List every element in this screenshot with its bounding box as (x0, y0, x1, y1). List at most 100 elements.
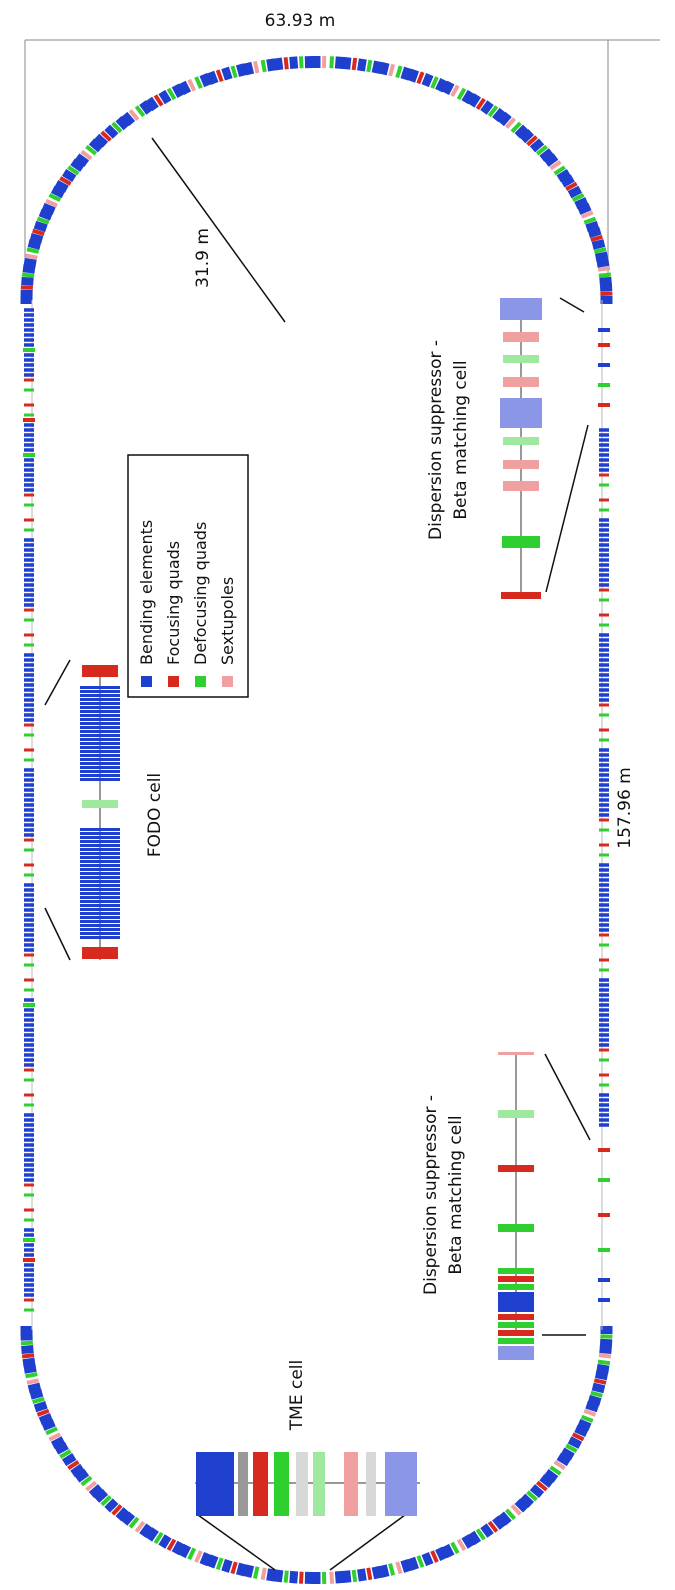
ring-right-straight-element (599, 473, 609, 477)
ring-right-straight-element (599, 623, 609, 627)
fodo-bending-element (80, 852, 120, 855)
ring-right-straight-element (599, 563, 609, 567)
ring-left-straight-element (24, 928, 34, 932)
ring-right-straight-element (599, 688, 609, 692)
ring-bottom-arc-element (85, 1480, 98, 1492)
ring-left-straight-element (24, 1208, 34, 1212)
ring-right-straight-element (599, 828, 609, 832)
ring-top-arc-element (104, 124, 119, 139)
ring-bottom-arc-element (435, 1546, 448, 1561)
ring-left-straight-element (24, 328, 34, 332)
ring-left-straight-element (24, 818, 34, 822)
ring-top-arc-element (492, 107, 506, 123)
ring-matching-element (598, 363, 610, 367)
ring-bottom-arc-element (273, 1569, 284, 1583)
ring-top-arc-element (70, 158, 85, 172)
ring-left-straight-element (24, 1078, 34, 1082)
ring-left-straight-element (24, 1158, 34, 1162)
ds-bottom-label-line1: Dispersion suppressor - (421, 1095, 441, 1295)
ring-left-straight-element (24, 933, 34, 937)
ring-bottom-arc-element (312, 1572, 321, 1584)
ring-left-straight-element (24, 573, 34, 577)
ring-right-straight-element (599, 1103, 609, 1107)
ring-right-straight-element (599, 933, 609, 937)
ring-matching-element (598, 1178, 610, 1182)
ds-top-label-line2: Beta matching cell (451, 360, 471, 519)
ring-left-straight-element (24, 1043, 34, 1047)
ring-left-straight-element (24, 1218, 34, 1222)
ring-left-straight-element (24, 903, 34, 907)
width-dimension: 63.93 m (24, 11, 660, 295)
ring-top-arc-element (591, 239, 606, 250)
ring-bottom-arc-element (580, 1414, 594, 1423)
ring-left-straight-element (24, 1028, 34, 1032)
ring-bottom-arc-element (342, 1570, 352, 1583)
legend-swatch-bending (141, 676, 152, 687)
ring-left-straight-element (24, 1048, 34, 1052)
ring-bottom-arc-element (171, 1540, 185, 1556)
ring-left-straight-element (24, 913, 34, 917)
ring-bottom-arc-element (289, 1570, 299, 1584)
ring-right-straight-element (599, 498, 609, 502)
ring-bottom-arc-element (298, 1571, 304, 1584)
ring-top-arc-element (266, 58, 276, 72)
ring-right-straight-element (599, 1028, 609, 1032)
ring-top-arc-element (599, 283, 613, 292)
ring-bottom-arc-element (597, 1359, 611, 1366)
fodo-cell-label: FODO cell (145, 773, 165, 857)
ring-bottom-arc-element (50, 1436, 66, 1449)
ring-right-straight-element (599, 868, 609, 872)
ring-bottom-arc-element (158, 1534, 172, 1549)
ring-right-straight-element (599, 468, 609, 472)
width-label: 63.93 m (265, 11, 336, 31)
fodo-bending-element (80, 726, 120, 729)
ring-bottom-arc-element (20, 1326, 33, 1334)
ring-matching-element (23, 348, 35, 352)
ring-top-arc-element (407, 68, 420, 83)
ring-right-straight-element (599, 1048, 609, 1052)
ring-top-arc-element (416, 71, 425, 85)
ring-top-arc-element (115, 115, 130, 131)
ring-top-arc-element (273, 57, 284, 71)
fodo-bending-element (80, 718, 120, 721)
ring-bottom-arc-element (48, 1432, 62, 1442)
ring-right-straight-element (599, 438, 609, 442)
ring-bottom-arc-element (70, 1463, 85, 1478)
fodo-bending-element (80, 892, 120, 895)
ring-bottom-arc-element (80, 1475, 93, 1487)
ring-bottom-arc-element (421, 1552, 434, 1567)
ring-left-straight-element (24, 1233, 34, 1237)
fodo-bending-element (80, 770, 120, 773)
ring-bottom-arc-element (104, 1498, 119, 1513)
ring-top-arc-element (134, 105, 146, 118)
ring-bottom-arc-element (304, 1571, 314, 1585)
ring-bottom-arc-element (61, 1453, 77, 1467)
ring-left-straight-element (24, 1013, 34, 1017)
ring-left-straight-element (24, 363, 34, 367)
ring-right-straight-element (599, 968, 609, 972)
ring-right-straight-element (599, 978, 609, 982)
ring-bottom-arc-element (134, 1520, 146, 1533)
ring-left-straight-element (24, 313, 34, 317)
ring-bottom-arc-element (593, 1378, 607, 1385)
ring-bottom-arc-element (221, 1558, 233, 1573)
fodo-bending-element (80, 722, 120, 725)
ring-bottom-arc-element (38, 1413, 53, 1425)
ds-bottom-element (498, 1314, 534, 1320)
ring-left-straight-element (24, 468, 34, 472)
ring-top-arc-element (366, 59, 373, 73)
ring-left-straight-element (24, 923, 34, 927)
ring-right-straight-element (599, 773, 609, 777)
ds-bottom-detail: Dispersion suppressor - Beta matching ce… (421, 1052, 591, 1360)
ring-right-straight-element (599, 793, 609, 797)
ring-bottom-arc-element (553, 1460, 566, 1471)
ring-right-straight-element (599, 918, 609, 922)
ring-bottom-arc-element (36, 1408, 50, 1417)
ring-bottom-arc-element (26, 1378, 40, 1385)
ring-top-arc-element (230, 65, 238, 79)
ring-right-straight-element (599, 778, 609, 782)
ring-left-straight-element (24, 333, 34, 337)
ring-right-straight-element (599, 873, 609, 877)
fodo-bending-element (80, 762, 120, 765)
fodo-bending-element (80, 686, 120, 689)
